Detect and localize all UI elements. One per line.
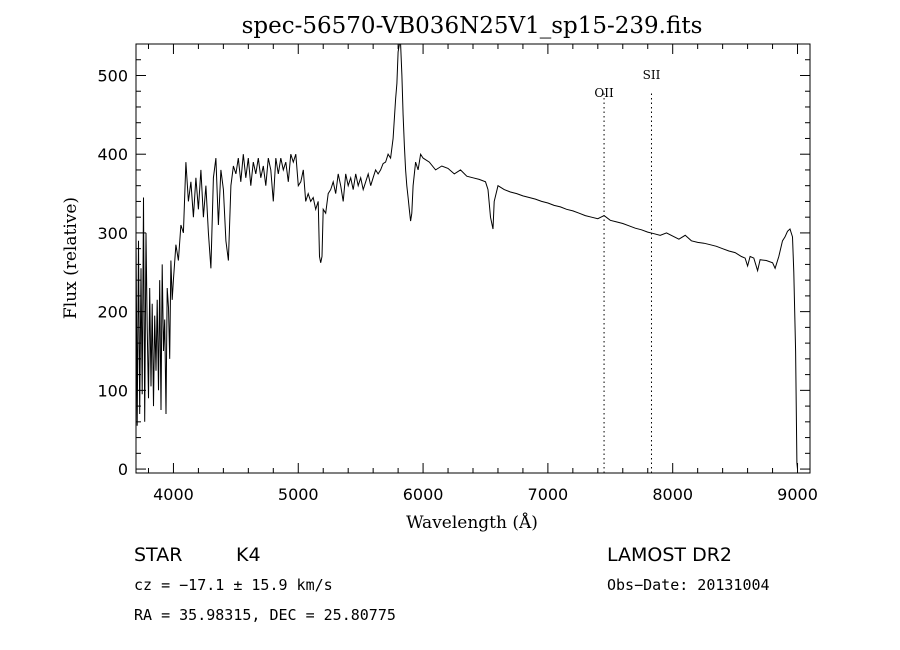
annotation-label: OII [594, 86, 614, 100]
object-subclass: K4 [236, 544, 261, 566]
spectrum-line [135, 43, 798, 470]
survey-name: LAMOST DR2 [607, 544, 732, 566]
y-tick-label: 0 [118, 460, 128, 479]
x-tick-label: 8000 [652, 485, 693, 504]
coordinates-text: RA = 35.98315, DEC = 25.80775 [134, 606, 396, 624]
redshift-text: cz = −17.1 ± 15.9 km/s [134, 576, 333, 594]
x-axis-label: Wavelength (Å) [406, 512, 538, 533]
x-tick-label: 9000 [777, 485, 818, 504]
annotation-label: SII [643, 68, 661, 82]
object-class: STAR [134, 544, 182, 566]
x-tick-label: 7000 [528, 485, 569, 504]
y-tick-label: 500 [97, 66, 128, 85]
y-tick-label: 200 [97, 303, 128, 322]
data-series [135, 43, 798, 470]
y-tick-label: 100 [97, 381, 128, 400]
emission-line-annotations: OII SII [594, 68, 661, 473]
y-axis-label: Flux (relative) [61, 197, 81, 319]
y-tick-label: 400 [97, 145, 128, 164]
x-tick-label: 6000 [403, 485, 444, 504]
x-tick-label: 5000 [278, 485, 319, 504]
chart-title: spec-56570-VB036N25V1_sp15-239.fits [242, 13, 703, 39]
y-tick-label: 300 [97, 224, 128, 243]
axis-ticks: 4000 5000 6000 7000 8000 9000 0 100 200 300 400 500 [97, 44, 818, 504]
x-tick-label: 4000 [153, 485, 194, 504]
observation-date: Obs−Date: 20131004 [607, 576, 770, 594]
plot-frame [135, 43, 811, 474]
